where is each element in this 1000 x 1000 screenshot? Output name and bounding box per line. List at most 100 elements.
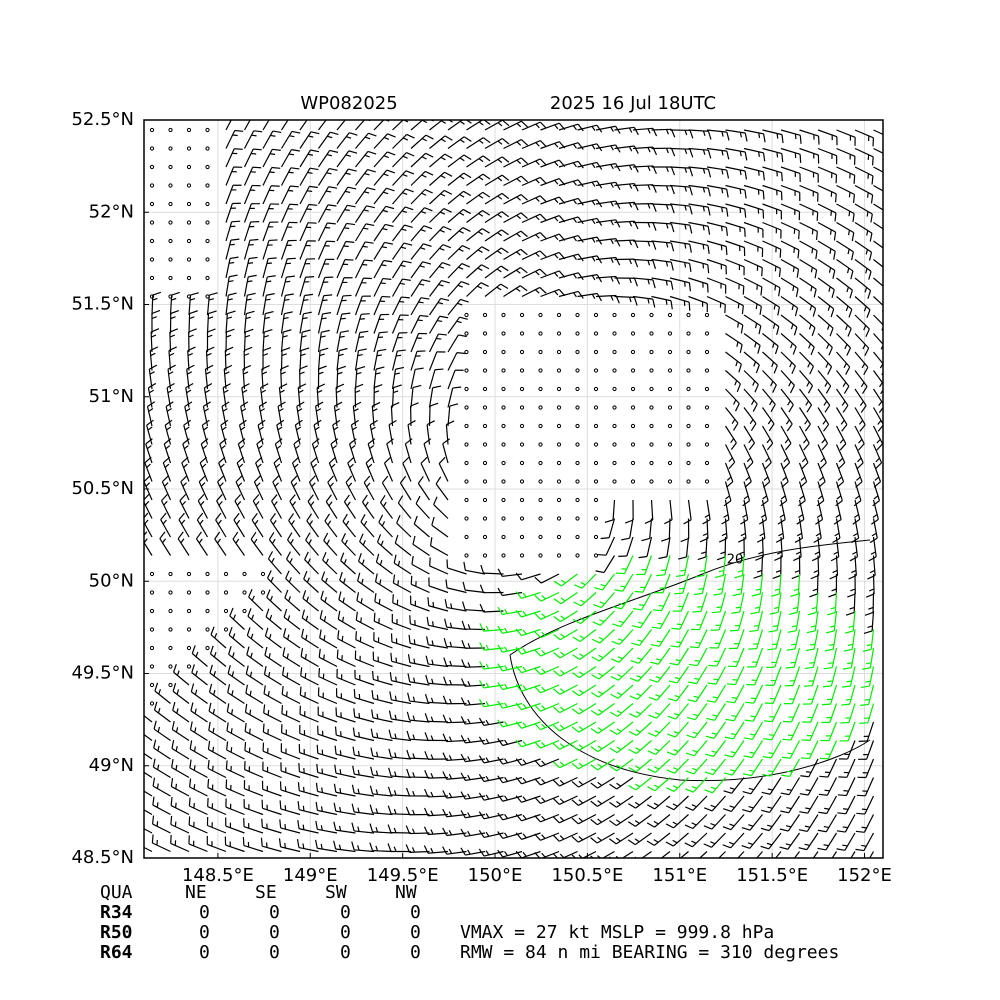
barb-flag: [436, 337, 442, 340]
barb-flag: [633, 297, 638, 306]
barb-flag: [651, 626, 661, 630]
barb-flag: [504, 739, 508, 745]
wind-barb: [341, 540, 356, 556]
barb-flag: [496, 250, 502, 255]
wind-barb: [632, 146, 653, 150]
barb-flag: [360, 598, 363, 604]
barb-flag: [809, 305, 813, 311]
barb-flag: [655, 676, 661, 679]
barb-flag: [326, 153, 332, 157]
calm-marker: [556, 331, 562, 336]
barb-flag: [301, 609, 306, 619]
barb-flag: [440, 193, 446, 197]
barb-flag: [462, 581, 466, 591]
wind-barb: [832, 629, 838, 650]
barb-flag: [710, 804, 716, 808]
barb-flag: [402, 278, 411, 281]
barb-flag: [266, 293, 275, 296]
barb-flag: [333, 802, 337, 812]
barb-flag: [420, 297, 430, 300]
barb-flag: [430, 754, 434, 760]
calm-marker: [205, 275, 210, 281]
wind-barb: [872, 407, 883, 426]
wind-barb: [372, 698, 393, 705]
barb-flag: [304, 293, 314, 297]
wind-barb: [599, 629, 615, 644]
wind-barb: [391, 260, 404, 279]
barb-flag: [522, 592, 527, 598]
wind-barb: [836, 240, 854, 253]
wind-barb: [830, 684, 838, 705]
wind-barb: [373, 224, 386, 242]
wind-barb: [595, 125, 616, 131]
barb-flag: [825, 362, 829, 368]
calm-marker: [482, 516, 488, 521]
barb-flag: [272, 130, 282, 133]
barb-flag: [422, 261, 432, 265]
barb-flag: [338, 844, 342, 850]
barb-flag: [497, 775, 504, 784]
wind-barb: [725, 388, 740, 404]
wind-barb: [191, 653, 208, 667]
barb-flag: [762, 152, 766, 162]
wind-barb: [669, 166, 691, 169]
calm-marker: [612, 349, 617, 355]
barb-flag: [830, 606, 836, 610]
calm-marker: [704, 331, 710, 336]
barb-flag: [228, 261, 235, 264]
barb-flag: [501, 174, 510, 181]
wind-barb: [391, 737, 412, 742]
barb-flag: [824, 381, 829, 387]
barb-flag: [798, 847, 808, 851]
barb-flag: [628, 766, 637, 773]
barb-flag: [522, 703, 527, 709]
calm-marker: [464, 386, 469, 392]
wind-barb: [835, 425, 847, 444]
barb-flag: [522, 722, 527, 728]
wind-barb: [317, 259, 327, 279]
calm-marker: [205, 608, 210, 614]
barb-flag: [231, 690, 234, 696]
barb-flag: [616, 692, 623, 696]
barb-flag: [357, 553, 362, 562]
barb-flag: [462, 208, 471, 215]
barb-flag: [553, 670, 561, 677]
barb-flag: [249, 728, 251, 734]
wind-barb: [817, 129, 838, 138]
wind-barb: [262, 750, 282, 760]
barb-flag: [823, 844, 829, 847]
wind-barb: [225, 130, 236, 149]
wind-barb: [429, 262, 443, 279]
barb-flag: [327, 222, 336, 225]
wind-barb: [280, 120, 289, 131]
barb-flag: [479, 661, 485, 670]
calm-marker: [593, 553, 599, 558]
barb-flag: [597, 781, 603, 786]
barb-flag: [629, 713, 638, 718]
barb-flag: [384, 241, 393, 245]
barb-flag: [267, 710, 270, 716]
barb-flag: [448, 811, 453, 817]
barb-flag: [766, 438, 771, 444]
barb-flag: [212, 708, 215, 715]
barb-flag: [736, 588, 742, 591]
barb-flag: [442, 695, 448, 704]
barb-flag: [786, 862, 791, 863]
wind-barb: [374, 620, 393, 631]
barb-flag: [345, 520, 350, 526]
wind-barb: [446, 665, 467, 668]
barb-flag: [288, 577, 292, 583]
barb-flag: [541, 668, 546, 673]
barb-flag: [767, 788, 773, 791]
barb-flag: [766, 842, 773, 846]
barb-flag: [850, 588, 856, 592]
barb-flag: [310, 501, 315, 507]
barb-flag: [772, 574, 781, 579]
wind-barb: [731, 758, 745, 776]
barb-flag: [520, 212, 528, 219]
wind-barb: [447, 352, 458, 371]
wind-barb: [650, 499, 654, 520]
barb-flag: [248, 274, 257, 278]
wind-barb: [484, 192, 503, 205]
